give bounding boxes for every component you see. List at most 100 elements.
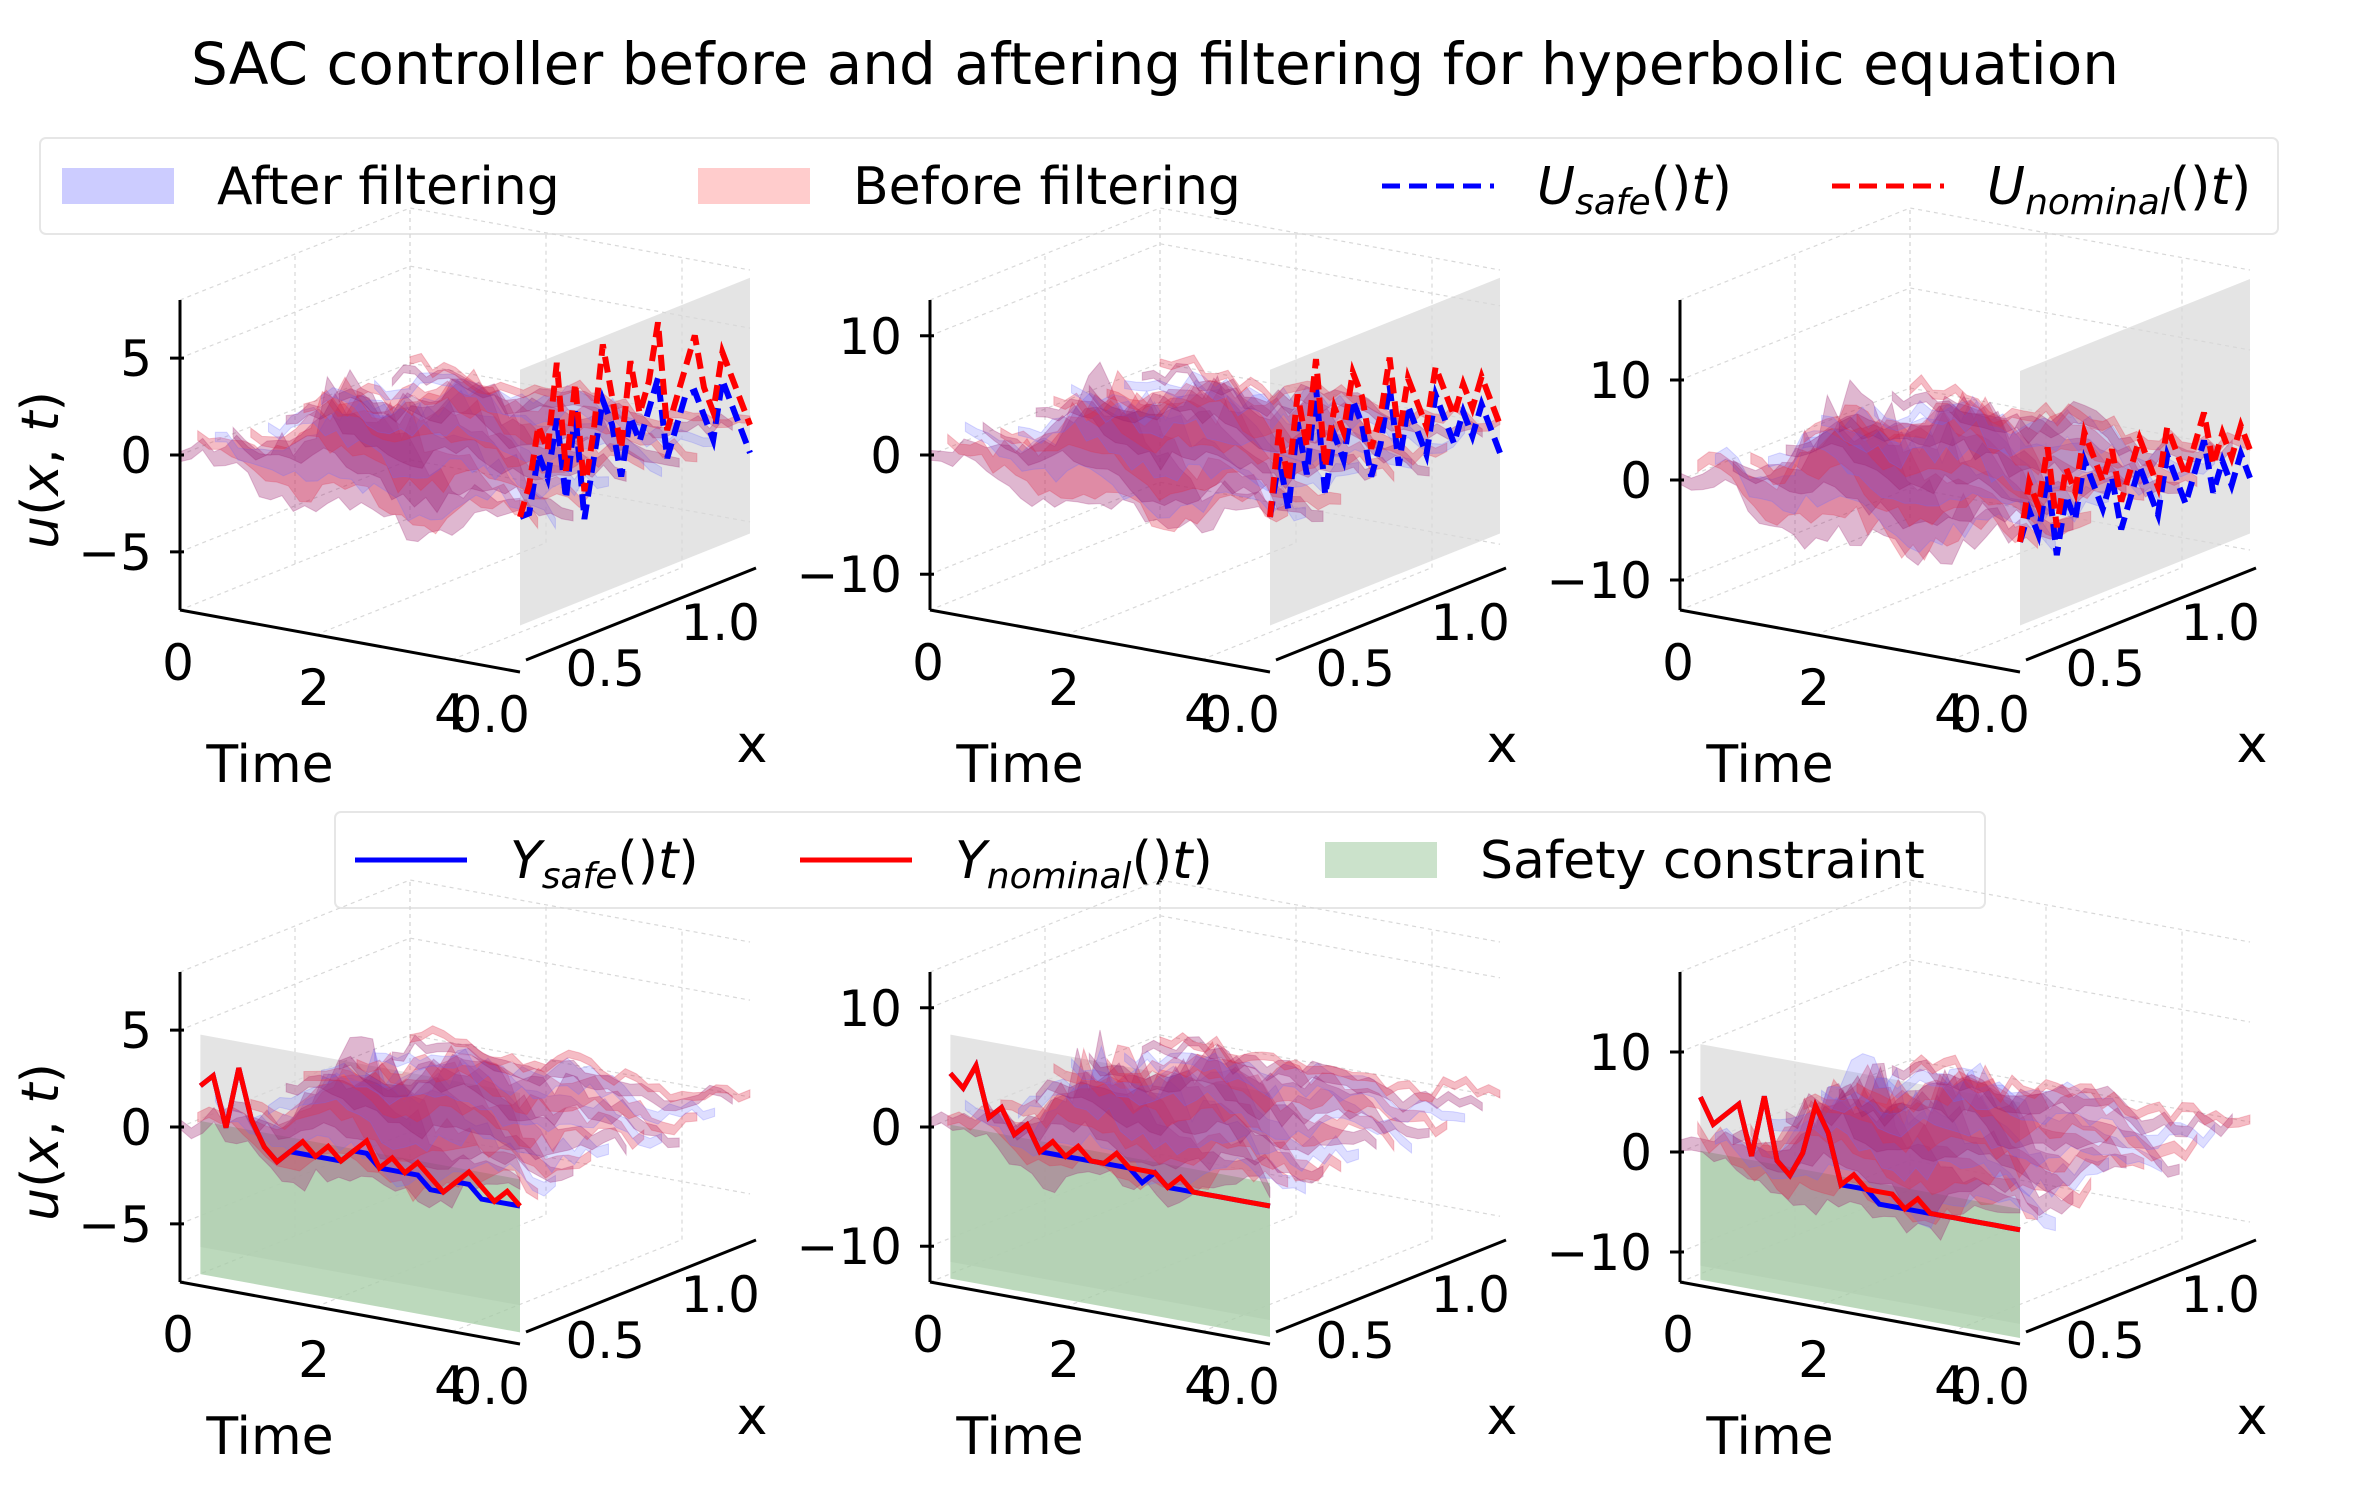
surface-ribbon (1124, 1050, 1466, 1123)
legend-swatch-after (62, 168, 174, 204)
surface-ribbon (179, 1036, 521, 1209)
surface-ribbon (1017, 1068, 1359, 1172)
surface-ribbon (1803, 1064, 2145, 1179)
x-tick-label: 1.0 (2180, 594, 2260, 652)
x-tick-label: 1.0 (1430, 1266, 1510, 1324)
x-tick-label: 0.5 (1315, 1312, 1395, 1370)
surface-ribbon (1767, 1067, 2109, 1199)
pane-grid (1679, 207, 2251, 661)
x-tick-label: 1.0 (680, 1266, 760, 1324)
surface-ribbon (947, 1044, 1289, 1191)
surface-ribbon (356, 380, 698, 463)
legend-label-ynom: Ynominal()t) (955, 831, 1213, 897)
legend-label-before: Before filtering (853, 157, 1241, 217)
u-safe-line (1267, 383, 1503, 518)
time-axis-label: Time (205, 1407, 333, 1467)
surface-ribbon (1000, 1069, 1342, 1182)
time-axis (1679, 608, 2021, 674)
x-axis (2025, 566, 2257, 662)
legend-label-unom: Unominal()t) (1987, 157, 2251, 223)
z-tick-label: 10 (1588, 352, 1652, 410)
time-axis (179, 608, 521, 674)
surface-ribbon (1106, 1053, 1448, 1138)
surface-ribbon (929, 1029, 1271, 1208)
x-tick-label: 0.5 (1315, 640, 1395, 698)
legend-swatch-safety (1325, 842, 1437, 878)
z-tick-label: −10 (1546, 1224, 1652, 1282)
surface-ribbon (303, 368, 645, 474)
x-tick-label: 0.0 (1200, 1358, 1280, 1416)
surface-ribbon (267, 1058, 609, 1174)
time-tick-label: 0 (162, 634, 194, 692)
time-axis-label: Time (955, 1407, 1083, 1467)
z-tick-label: 10 (838, 308, 902, 366)
figure-title: SAC controller before and aftering filte… (191, 30, 2119, 98)
surface-ribbon (1697, 404, 2039, 562)
time-tick-label: 4 (434, 1356, 466, 1414)
surface-ribbon (214, 394, 556, 531)
time-axis-label: Time (955, 735, 1083, 795)
surface-ribbon (338, 378, 680, 468)
surface-ribbon (1750, 1074, 2092, 1209)
x-tick-label: 0.0 (1950, 686, 2030, 744)
surface-ribbon (267, 389, 609, 500)
time-tick-label: 0 (1662, 634, 1694, 692)
x-tick-label: 0.0 (1950, 1358, 2030, 1416)
time-tick-label: 2 (298, 659, 330, 717)
z-tick-label: −10 (796, 546, 902, 604)
x-axis (525, 1238, 757, 1334)
surface-group (929, 1029, 1501, 1208)
z-tick-label: 0 (870, 427, 902, 485)
x-tick-label: 0.5 (2065, 1312, 2145, 1370)
z-tick-label: 0 (120, 427, 152, 485)
u-safe-line (2017, 439, 2253, 556)
z-tick-label: 5 (120, 1002, 152, 1060)
x-axis (1275, 566, 1507, 662)
surface-ribbon (964, 390, 1306, 522)
surface-ribbon (1750, 410, 2092, 540)
surface-ribbon (1732, 1065, 2074, 1217)
z-tick-label: −5 (78, 1196, 152, 1254)
x-axis-label: x (737, 1387, 768, 1447)
y-nominal-line (1698, 1095, 2021, 1233)
surface-ribbon (1088, 377, 1430, 477)
z-tick-label: 0 (870, 1099, 902, 1157)
x-axis-label: x (1487, 715, 1518, 775)
time-axis (929, 1280, 1271, 1346)
z-axis-label: u(x, t) (11, 1063, 71, 1221)
time-tick-label: 4 (434, 684, 466, 742)
surface-ribbon (1088, 1051, 1430, 1140)
legend-bottom: Ysafe()t) Ynominal()t) Safety constraint (334, 811, 1986, 909)
x-tick-label: 0.0 (1200, 686, 1280, 744)
x-tick-label: 0.5 (565, 1312, 645, 1370)
x-tick-label: 0.0 (450, 686, 530, 744)
surface-ribbon (1803, 390, 2145, 509)
u-nominal-line (1267, 355, 1503, 518)
x-tick-label: 0.5 (2065, 640, 2145, 698)
surface-ribbon (374, 1048, 716, 1125)
x-tick-label: 0.0 (450, 1358, 530, 1416)
time-tick-label: 2 (1798, 659, 1830, 717)
surface-ribbon (1159, 1032, 1501, 1103)
z-tick-label: 5 (120, 330, 152, 388)
surface-ribbon (1909, 1054, 2251, 1129)
time-tick-label: 2 (298, 1331, 330, 1389)
z-tick-label: −10 (796, 1218, 902, 1276)
legend-label-ysafe: Ysafe()t) (510, 831, 699, 897)
surface-ribbon (1909, 373, 2251, 457)
z-tick-label: 0 (120, 1099, 152, 1157)
z-axis-label: u(x, t) (11, 391, 71, 549)
surface-ribbon (1856, 399, 2198, 488)
time-axis-label: Time (205, 735, 333, 795)
surface-ribbon (1159, 354, 1501, 433)
x-axis-label: x (1487, 1387, 1518, 1447)
safety-constraint-plane (1700, 1150, 2020, 1338)
surface-ribbon (982, 1052, 1324, 1184)
surface-ribbon (1000, 391, 1342, 511)
time-axis (929, 608, 1271, 674)
time-tick-label: 4 (1184, 1356, 1216, 1414)
